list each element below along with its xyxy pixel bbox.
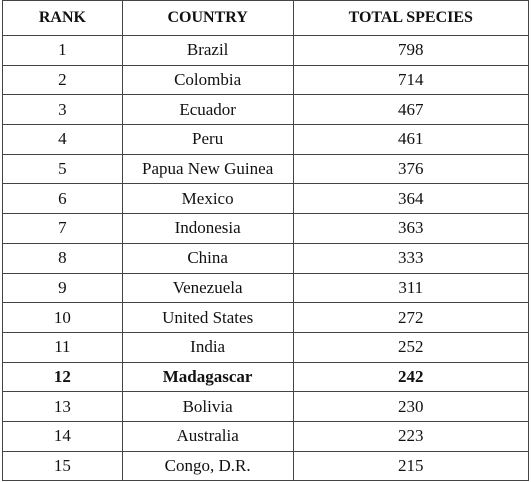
species-cell: 223: [292, 420, 529, 452]
country-cell: Australia: [121, 420, 294, 452]
table-row: 4 Peru 461: [2, 124, 529, 155]
rank-cell: 8: [2, 242, 123, 274]
country-cell: China: [121, 242, 294, 274]
country-cell: Congo, D.R.: [121, 450, 294, 482]
rank-cell: 12: [2, 361, 123, 393]
rank-cell: 14: [2, 420, 123, 452]
table-row: 6 Mexico 364: [2, 183, 529, 215]
rank-cell: 5: [2, 153, 123, 185]
table-row: 5 Papua New Guinea 376: [2, 153, 529, 185]
table-row: 10 United States 272: [2, 302, 529, 333]
species-cell: 311: [292, 272, 529, 304]
country-cell: Mexico: [121, 183, 294, 215]
country-cell: Colombia: [121, 64, 294, 96]
rank-cell: 4: [2, 124, 123, 155]
country-cell: Madagascar: [121, 361, 294, 393]
country-cell: Peru: [121, 124, 294, 155]
rank-cell: 7: [2, 213, 123, 244]
country-cell: India: [121, 331, 294, 363]
rank-cell: 1: [2, 35, 123, 66]
species-cell: 467: [292, 94, 529, 126]
species-cell: 798: [292, 35, 529, 66]
header-cell: TOTAL SPECIES: [292, 0, 529, 36]
header-row: RANK COUNTRY TOTAL SPECIES: [2, 0, 529, 36]
rank-cell: 10: [2, 302, 123, 333]
table-row: 9 Venezuela 311: [2, 272, 529, 304]
table-head: RANK COUNTRY TOTAL SPECIES: [2, 0, 529, 36]
country-cell: Brazil: [121, 35, 294, 66]
species-cell: 714: [292, 64, 529, 96]
species-cell: 252: [292, 331, 529, 363]
table-row: 13 Bolivia 230: [2, 391, 529, 422]
country-cell: Indonesia: [121, 213, 294, 244]
rank-cell: 2: [2, 64, 123, 96]
table-row: 1 Brazil 798: [2, 35, 529, 66]
species-cell: 272: [292, 302, 529, 333]
rank-cell: 6: [2, 183, 123, 215]
table-row: 14 Australia 223: [2, 420, 529, 452]
species-cell: 461: [292, 124, 529, 155]
table-row: 8 China 333: [2, 242, 529, 274]
rank-cell: 9: [2, 272, 123, 304]
rank-cell: 3: [2, 94, 123, 126]
rank-cell: 11: [2, 331, 123, 363]
table-row: 12 Madagascar 242: [2, 361, 529, 393]
country-cell: Ecuador: [121, 94, 294, 126]
species-cell: 363: [292, 213, 529, 244]
species-cell: 376: [292, 153, 529, 185]
rank-cell: 13: [2, 391, 123, 422]
species-cell: 242: [292, 361, 529, 393]
country-cell: Papua New Guinea: [121, 153, 294, 185]
country-cell: United States: [121, 302, 294, 333]
country-cell: Bolivia: [121, 391, 294, 422]
table-row: 15 Congo, D.R. 215: [2, 450, 529, 482]
species-cell: 333: [292, 242, 529, 274]
header-cell: COUNTRY: [121, 0, 294, 36]
table-row: 11 India 252: [2, 331, 529, 363]
species-cell: 230: [292, 391, 529, 422]
table-body: 1 Brazil 798 2 Colombia 714 3 Ecuador 467 4 Peru 46…: [2, 35, 529, 482]
rank-cell: 15: [2, 450, 123, 482]
header-cell: RANK: [2, 0, 123, 36]
table-row: 3 Ecuador 467: [2, 94, 529, 126]
table-row: 2 Colombia 714: [2, 64, 529, 96]
table-row: 7 Indonesia 363: [2, 213, 529, 244]
country-cell: Venezuela: [121, 272, 294, 304]
species-cell: 364: [292, 183, 529, 215]
species-cell: 215: [292, 450, 529, 482]
